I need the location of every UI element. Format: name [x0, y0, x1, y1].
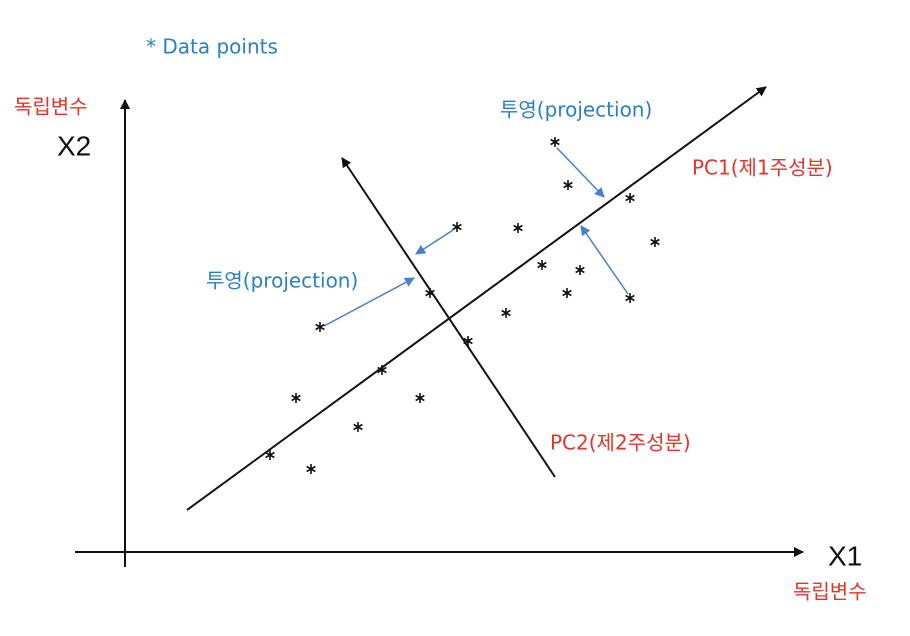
data-point	[306, 464, 316, 474]
data-point	[650, 237, 660, 247]
projection-label: 투영(projection)	[500, 98, 652, 122]
x-axis-name: X1	[828, 540, 862, 571]
data-point	[575, 265, 585, 275]
data-point	[463, 336, 473, 346]
pc1-label: PC1(제1주성분)	[692, 156, 833, 180]
data-point	[415, 393, 425, 403]
data-point	[537, 260, 547, 270]
data-point	[513, 223, 523, 233]
y-axis-name: X2	[57, 130, 91, 161]
data-point	[562, 288, 572, 298]
data-point	[452, 222, 462, 232]
data-point	[377, 365, 387, 375]
data-point	[550, 137, 560, 147]
projection-arrow	[556, 147, 605, 198]
data-point	[315, 322, 325, 332]
projection-arrow	[323, 277, 415, 327]
pc2-label: PC2(제2주성분)	[550, 431, 691, 455]
pc1-line	[186, 86, 767, 511]
data-point	[353, 422, 363, 432]
data-point	[291, 393, 301, 403]
data-point	[563, 180, 573, 190]
data-point	[625, 293, 635, 303]
data-point	[265, 450, 275, 460]
projection-arrow	[415, 229, 454, 255]
data-point	[625, 193, 635, 203]
data-points	[265, 137, 660, 474]
legend: * Data points	[146, 35, 278, 59]
pc2-line	[341, 157, 556, 478]
x-axis-label: 독립변수	[793, 580, 867, 604]
y-axis-label: 독립변수	[14, 95, 88, 119]
data-point	[425, 288, 435, 298]
projection-arrow	[580, 225, 629, 295]
projection-label: 투영(projection)	[206, 269, 358, 293]
data-point	[501, 308, 511, 318]
